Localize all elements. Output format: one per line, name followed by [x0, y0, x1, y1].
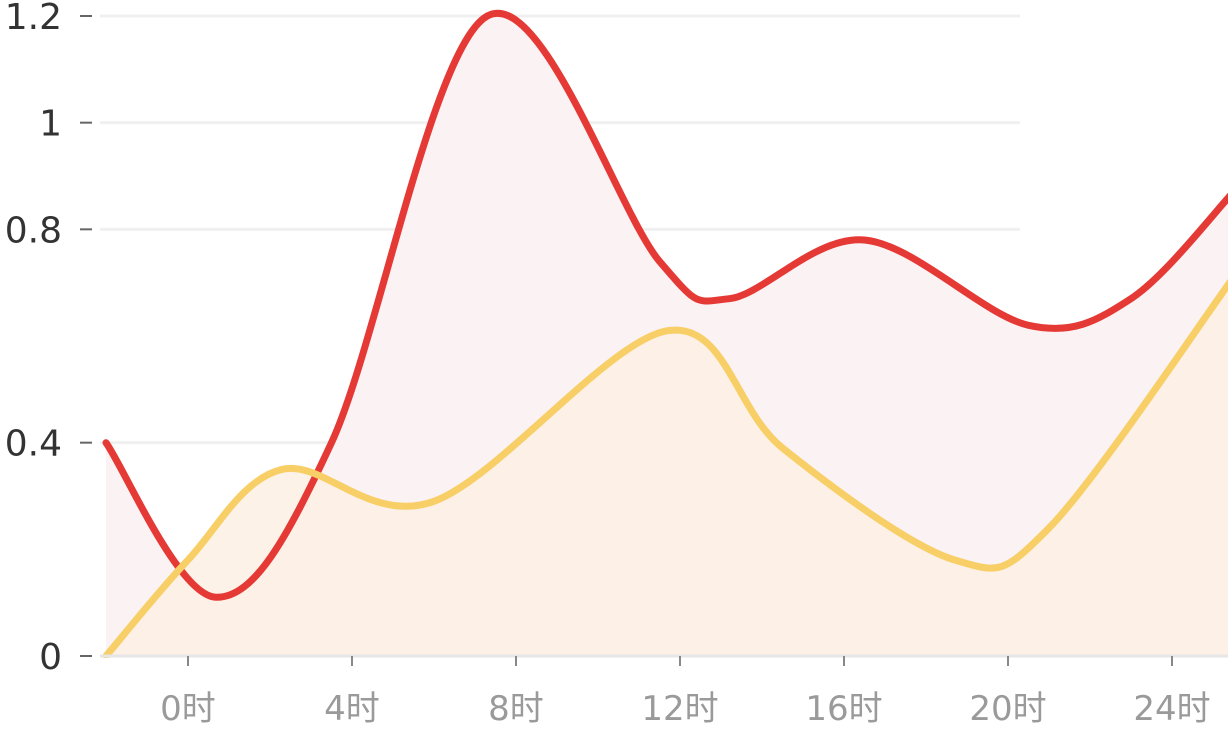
- y-tick-label: 0.4: [5, 424, 62, 465]
- x-tick-label: 12时: [641, 689, 718, 729]
- y-tick-label: 0.8: [5, 210, 62, 251]
- y-tick-label: 1.2: [5, 0, 62, 38]
- series-2-line: [102, 278, 1228, 658]
- y-tick-label: 0: [39, 637, 62, 678]
- area-layer: [106, 13, 1228, 656]
- x-tick-label: 4时: [324, 689, 380, 729]
- series-1-line: [102, 9, 1228, 601]
- x-tick-label: 20时: [969, 689, 1046, 729]
- y-tick-label: 1: [39, 104, 62, 145]
- y-axis: 0 0.4 0.8 1 1.2: [5, 0, 92, 678]
- x-tick-label: 16时: [805, 689, 882, 729]
- x-axis: 0时 4时 8时 12时 16时 20时 24时: [100, 654, 1228, 729]
- x-tick-label: 8时: [488, 689, 544, 729]
- line-layer: [102, 9, 1228, 658]
- x-tick-label: 0时: [160, 689, 216, 729]
- x-tick-label: 24时: [1133, 689, 1210, 729]
- series-2-area: [106, 284, 1228, 656]
